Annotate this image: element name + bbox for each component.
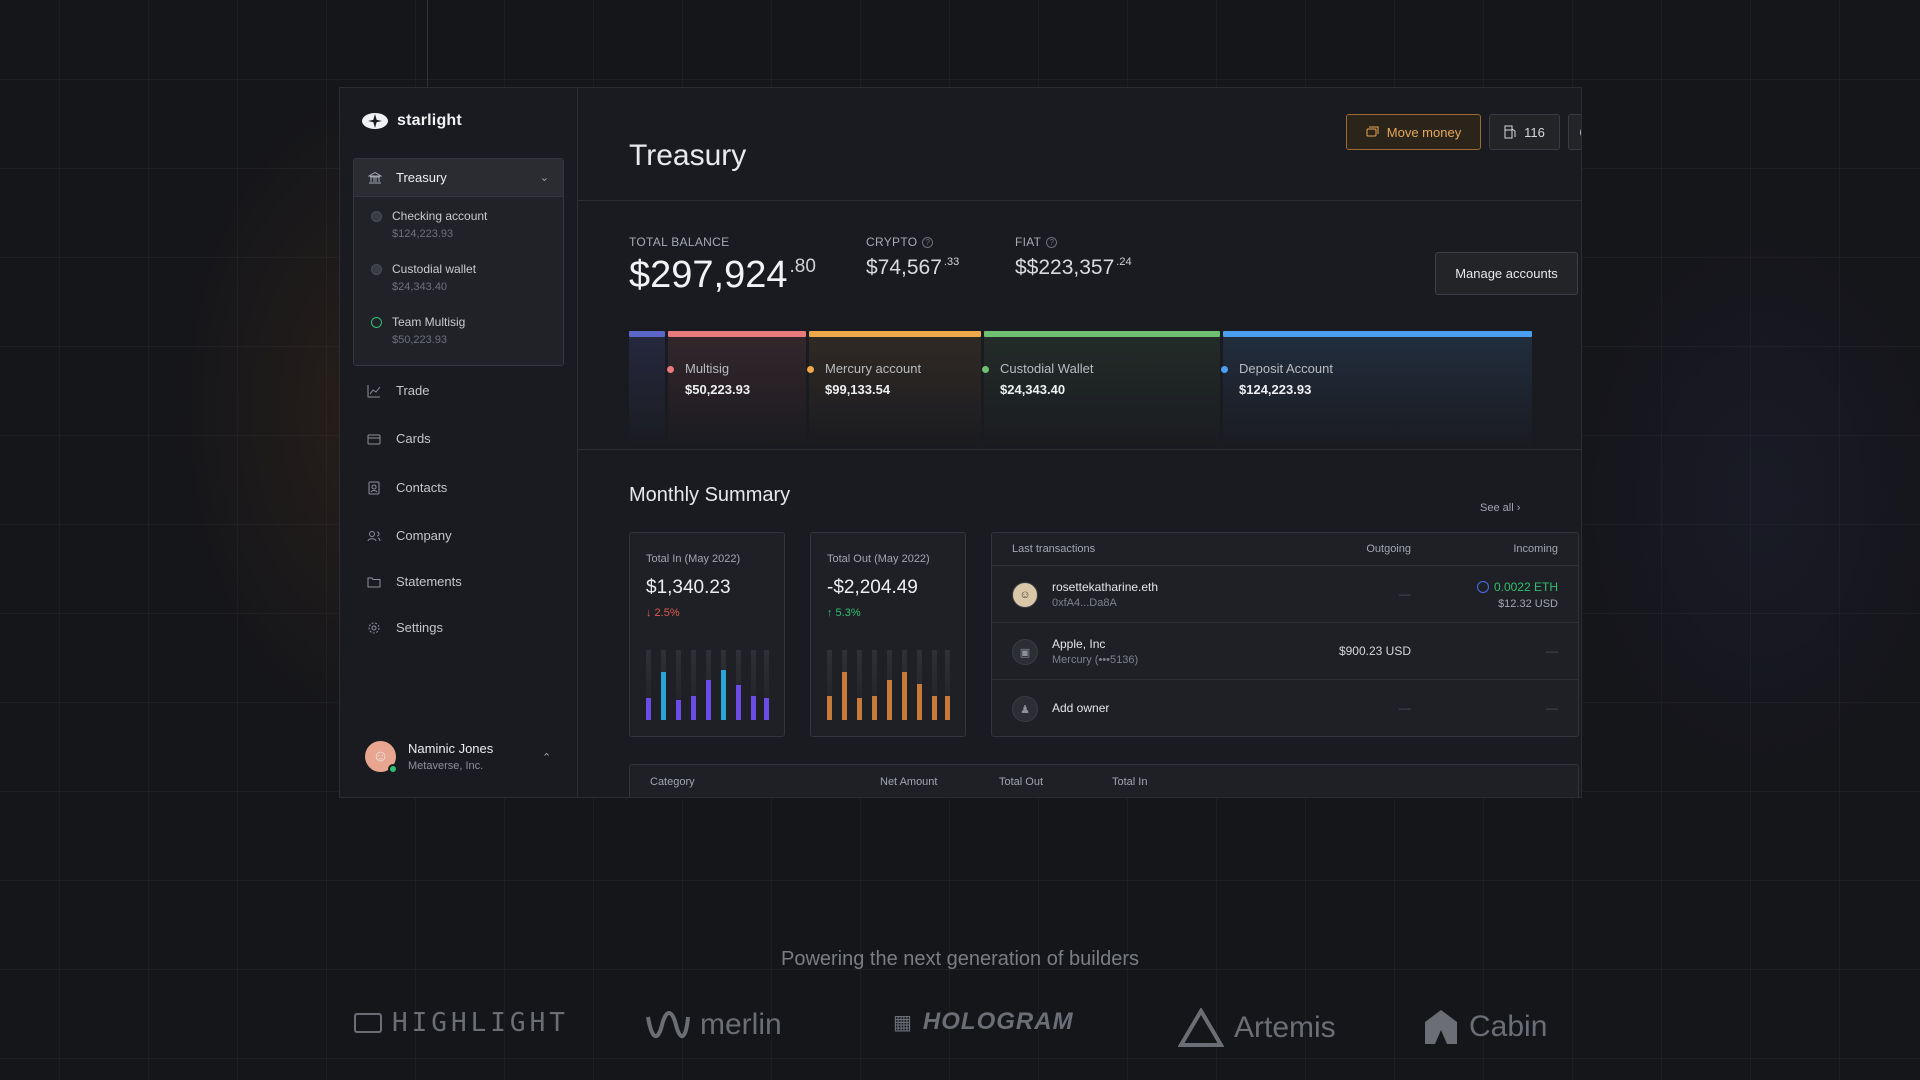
info-icon: ?	[1046, 236, 1058, 248]
table-row[interactable]: ▣ Apple, Inc Mercury (•••5136) $900.23 U…	[992, 623, 1578, 680]
sidebar-item-cards[interactable]: Cards	[367, 431, 431, 446]
account-multisig[interactable]: Team Multisig $50,223.93	[354, 303, 563, 356]
help-button[interactable]: ?	[1568, 114, 1581, 150]
user-icon: ♟	[1012, 696, 1038, 722]
app-window: starlight Treasury ⌄ Checking account $1…	[339, 87, 1582, 798]
fiat-label: FIAT?	[1015, 235, 1058, 249]
total-out-card: Total Out (May 2022) -$2,204.49 ↑ 5.3%	[810, 532, 966, 737]
treasury-label: Treasury	[396, 170, 447, 185]
fiat-value: $$223,357.24	[1015, 256, 1132, 279]
page-title: Treasury	[629, 139, 747, 172]
help-icon: ?	[1579, 125, 1581, 139]
account-status-icon	[371, 211, 382, 222]
sidebar-item-statements[interactable]: Statements	[367, 574, 462, 589]
see-all-link[interactable]: See all ›	[1480, 502, 1521, 514]
account-custodial[interactable]: Custodial wallet $24,343.40	[354, 250, 563, 303]
treasury-group: Treasury ⌄ Checking account $124,223.93 …	[353, 158, 564, 366]
sidebar: starlight Treasury ⌄ Checking account $1…	[340, 88, 578, 797]
total-in-chart	[646, 650, 769, 720]
bar-segment-multisig	[668, 331, 806, 337]
eth-icon	[1476, 581, 1489, 593]
category-table-header: Category Net Amount Total Out Total In	[629, 764, 1579, 797]
legend-multisig: Multisig $50,223.93	[667, 361, 750, 397]
brand-logo[interactable]: starlight	[361, 112, 462, 130]
users-icon	[367, 530, 381, 541]
account-checking[interactable]: Checking account $124,223.93	[354, 197, 563, 250]
transfer-icon	[1366, 126, 1379, 136]
bar-segment-custodial	[984, 331, 1220, 337]
highlight-logo: HIGHLIGHT	[354, 1008, 569, 1038]
gear-icon	[368, 622, 380, 633]
bank-icon	[368, 171, 382, 183]
account-active-icon	[371, 317, 382, 328]
main-content: Treasury Move money 116 ? TOTAL BALANCE …	[578, 88, 1581, 797]
total-in-card: Total In (May 2022) $1,340.23 ↓ 2.5%	[629, 532, 785, 737]
folder-icon	[367, 577, 381, 587]
fuel-icon	[1504, 125, 1516, 139]
highlight-logo-icon	[354, 1013, 382, 1033]
starlight-logo-icon	[362, 113, 388, 129]
last-transactions-panel: Last transactions Outgoing Incoming ☺ ro…	[991, 532, 1579, 737]
hologram-logo: ▦ HOLOGRAM	[893, 1008, 1074, 1035]
info-icon: ?	[922, 236, 934, 248]
gas-counter-button[interactable]: 116	[1489, 114, 1560, 150]
brand-name: starlight	[397, 112, 462, 129]
chevron-down-icon: ⌄	[539, 172, 549, 184]
online-status-icon	[388, 764, 398, 774]
avatar: ☺	[365, 741, 398, 774]
artemis-logo-icon	[1178, 1008, 1224, 1047]
hologram-logo-icon: ▦	[893, 1011, 913, 1034]
account-status-icon	[371, 264, 382, 275]
total-balance-value: $297,924.80	[629, 254, 816, 296]
cabin-logo: Cabin	[1423, 1008, 1547, 1046]
legend-custodial: Custodial Wallet $24,343.40	[982, 361, 1093, 397]
artemis-logo: Artemis	[1178, 1008, 1336, 1048]
legend-deposit: Deposit Account $124,223.93	[1221, 361, 1333, 397]
total-balance-label: TOTAL BALANCE	[629, 235, 730, 249]
bar-segment-other	[629, 331, 665, 337]
manage-accounts-button[interactable]: Manage accounts	[1435, 252, 1578, 295]
monthly-summary-title: Monthly Summary	[629, 484, 791, 506]
card-icon	[367, 434, 381, 444]
avatar: ☺	[1012, 582, 1038, 608]
bank-icon: ▣	[1012, 639, 1038, 665]
sidebar-item-trade[interactable]: Trade	[367, 383, 429, 398]
user-profile[interactable]: ☺ Naminic Jones Metaverse, Inc.	[365, 741, 494, 774]
contacts-icon	[368, 481, 380, 494]
chart-line-icon	[367, 384, 381, 397]
bar-segment-deposit	[1223, 331, 1532, 337]
total-out-chart	[827, 650, 950, 720]
merlin-logo: merlin	[646, 1008, 782, 1042]
table-row[interactable]: ☺ rosettekatharine.eth 0xfA4...Da8A — 0.…	[992, 566, 1578, 623]
crypto-value: $74,567.33	[866, 256, 960, 279]
powering-tagline: Powering the next generation of builders	[780, 948, 1139, 970]
legend-mercury: Mercury account $99,133.54	[807, 361, 921, 397]
merlin-logo-icon	[646, 1011, 690, 1038]
bar-segment-mercury	[809, 331, 981, 337]
cabin-logo-icon	[1425, 1010, 1457, 1044]
treasury-dropdown[interactable]: Treasury ⌄	[354, 159, 563, 197]
crypto-label: CRYPTO?	[866, 235, 934, 249]
sidebar-item-settings[interactable]: Settings	[367, 620, 443, 635]
table-row[interactable]: ♟ Add owner — —	[992, 680, 1578, 737]
user-company: Metaverse, Inc.	[408, 760, 484, 772]
user-name: Naminic Jones	[408, 741, 494, 756]
move-money-button[interactable]: Move money	[1346, 114, 1481, 150]
sidebar-item-company[interactable]: Company	[367, 528, 452, 543]
chevron-up-icon[interactable]: ⌃	[542, 752, 552, 764]
sidebar-item-contacts[interactable]: Contacts	[367, 480, 447, 495]
